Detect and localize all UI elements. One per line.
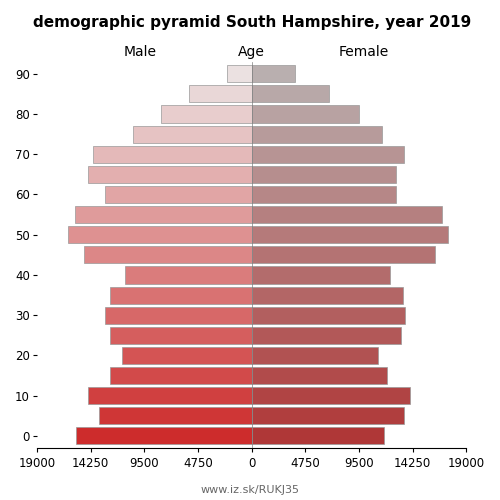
Bar — [252, 186, 396, 203]
Title: demographic pyramid South Hampshire, year 2019: demographic pyramid South Hampshire, yea… — [32, 15, 471, 30]
Bar — [252, 206, 442, 223]
Bar — [252, 126, 382, 142]
Bar — [252, 306, 406, 324]
Bar — [88, 166, 252, 183]
Bar — [122, 347, 252, 364]
Bar — [99, 407, 252, 424]
Bar — [125, 266, 252, 283]
Text: www.iz.sk/RUKJ35: www.iz.sk/RUKJ35 — [200, 485, 300, 495]
Bar — [110, 367, 252, 384]
Bar — [252, 387, 410, 404]
Bar — [68, 226, 252, 244]
Bar — [252, 428, 384, 444]
Bar — [227, 65, 252, 82]
Bar — [252, 327, 401, 344]
Bar — [252, 166, 396, 183]
Bar — [252, 65, 294, 82]
Bar — [252, 146, 404, 163]
Bar — [76, 428, 252, 444]
Bar — [104, 306, 252, 324]
Bar — [88, 387, 252, 404]
Bar — [104, 186, 252, 203]
Bar — [252, 266, 390, 283]
Bar — [110, 327, 252, 344]
Text: Male: Male — [124, 44, 156, 59]
Bar — [252, 407, 404, 424]
Bar — [110, 286, 252, 304]
Bar — [252, 367, 388, 384]
Bar — [252, 246, 435, 264]
Bar — [76, 206, 252, 223]
Bar — [252, 226, 448, 244]
Text: Age: Age — [238, 44, 265, 59]
Bar — [252, 347, 378, 364]
Bar — [252, 106, 359, 122]
Bar — [161, 106, 252, 122]
Bar — [133, 126, 252, 142]
Bar — [252, 286, 403, 304]
Text: Female: Female — [338, 44, 388, 59]
Bar — [94, 146, 252, 163]
Bar — [84, 246, 251, 264]
Bar — [252, 86, 328, 102]
Bar — [190, 86, 252, 102]
